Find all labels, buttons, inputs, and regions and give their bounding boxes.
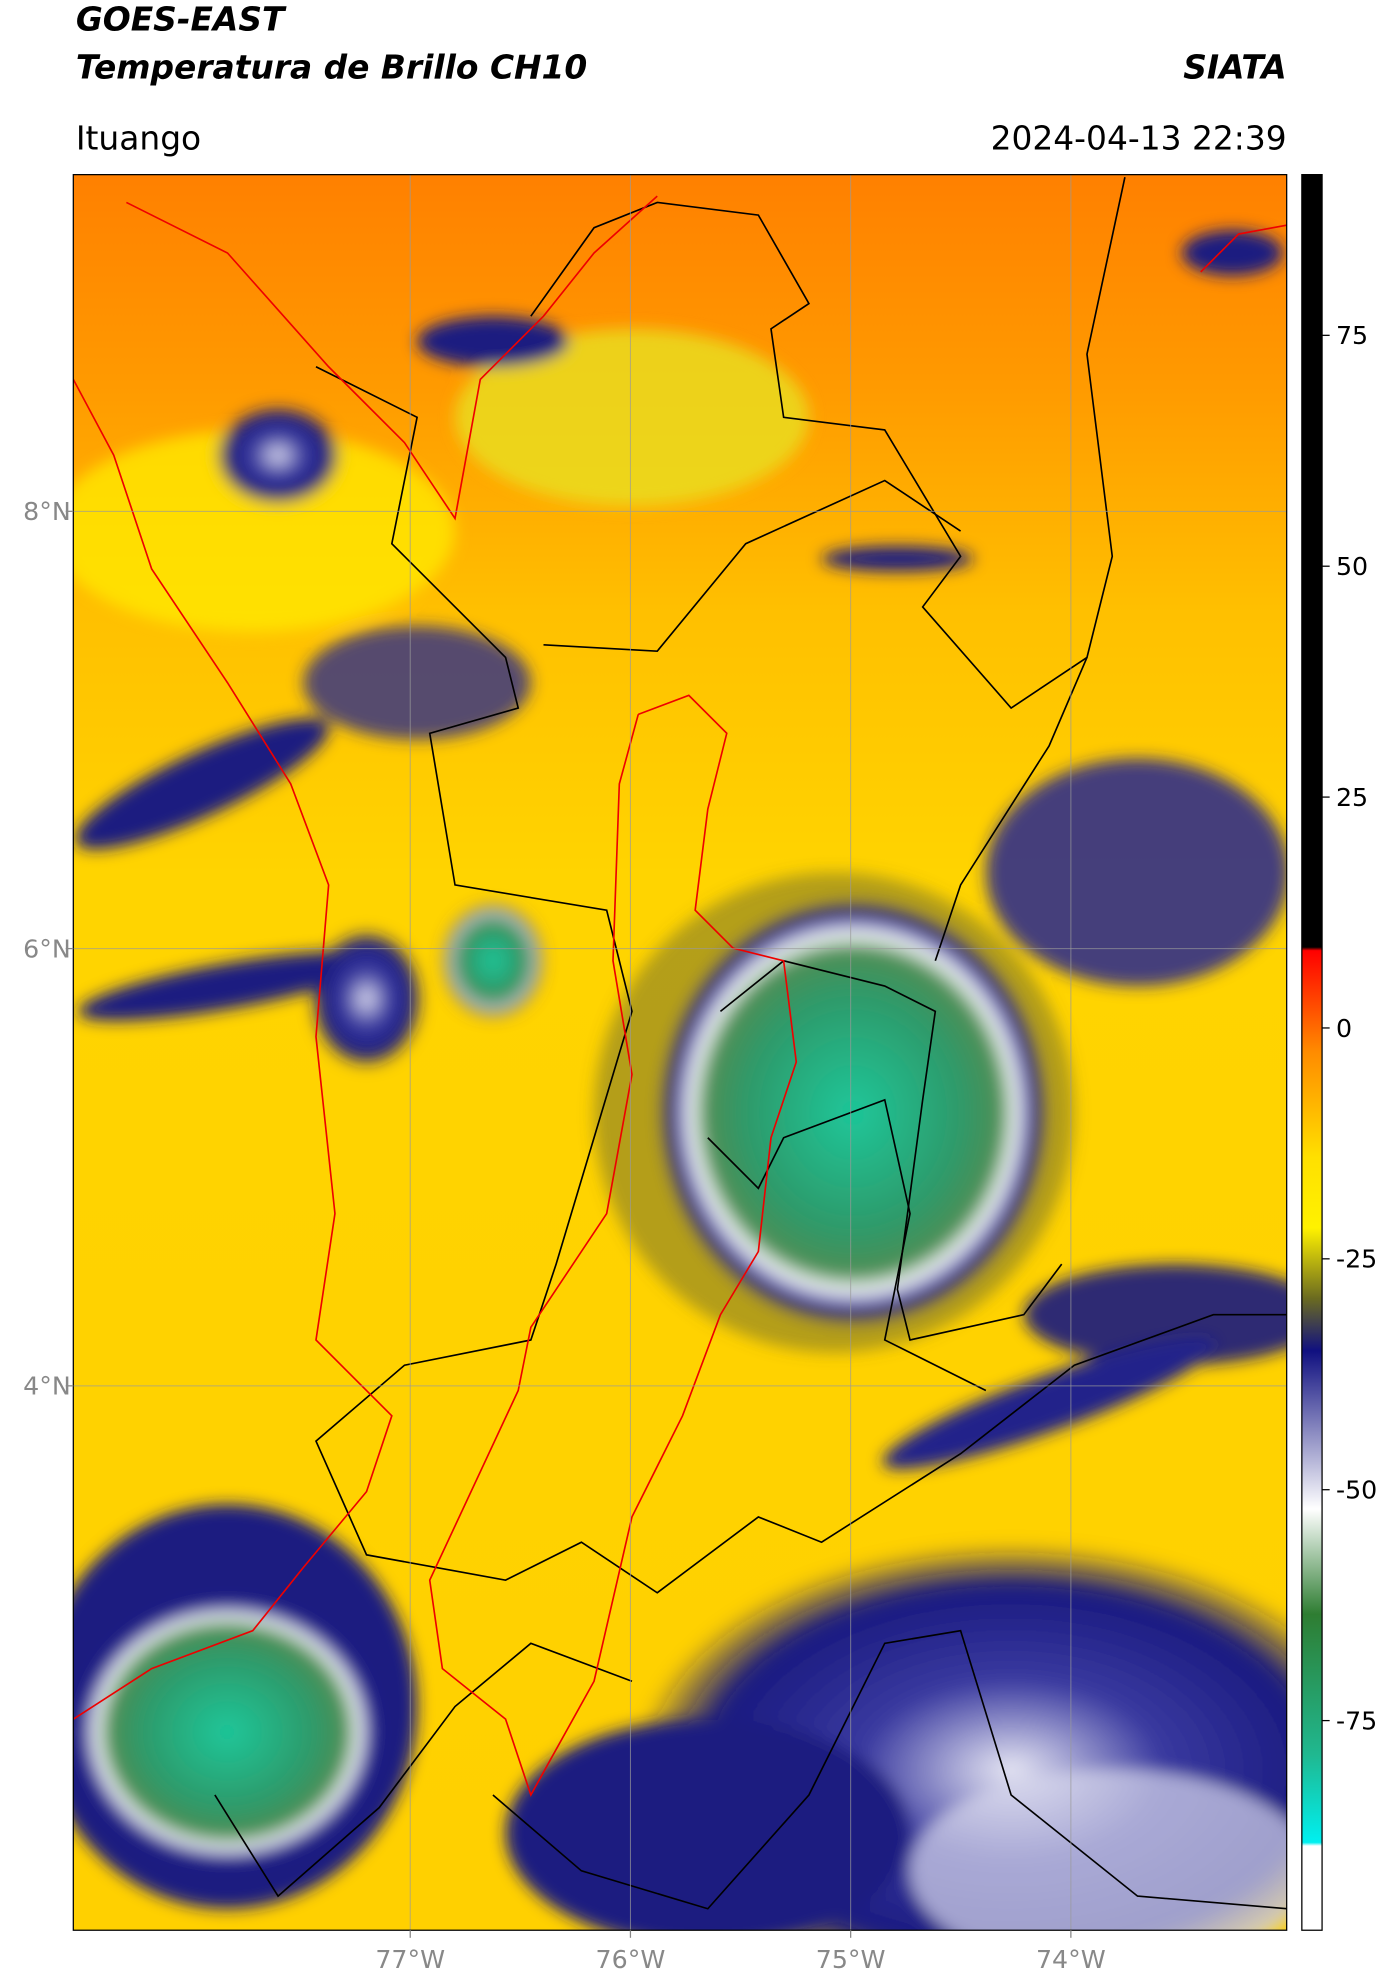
title: GOES-EAST [76,0,287,39]
y-tick-label: 4°N [23,1372,71,1401]
colorbar-tick-label: -50 [1336,1476,1377,1505]
location: Ituango [76,118,201,157]
agency: SIATA [1183,48,1286,87]
subtitle: Temperatura de Brillo CH10 [76,48,587,87]
grid [73,174,1287,1931]
y-tick-label: 8°N [23,497,71,526]
map-frame [72,174,1288,1931]
colorbar-tick-label: 50 [1336,552,1368,581]
timestamp: 2024-04-13 22:39 [991,118,1287,157]
x-tick-label: 76°W [596,1945,666,1974]
x-tick-label: 74°W [1036,1945,1106,1974]
colorbar-tick-label: 25 [1336,783,1368,812]
colorbar-tick-label: 75 [1336,321,1368,350]
colorbar [1301,174,1323,1931]
x-tick-label: 75°W [816,1945,886,1974]
satellite-image [73,174,1287,1931]
colorbar-tick-label: -75 [1336,1706,1377,1735]
colorbar-tick-label: 0 [1336,1014,1352,1043]
y-tick-label: 6°N [23,934,71,963]
colorbar-tick-label: -25 [1336,1245,1377,1274]
x-tick-label: 77°W [375,1945,445,1974]
